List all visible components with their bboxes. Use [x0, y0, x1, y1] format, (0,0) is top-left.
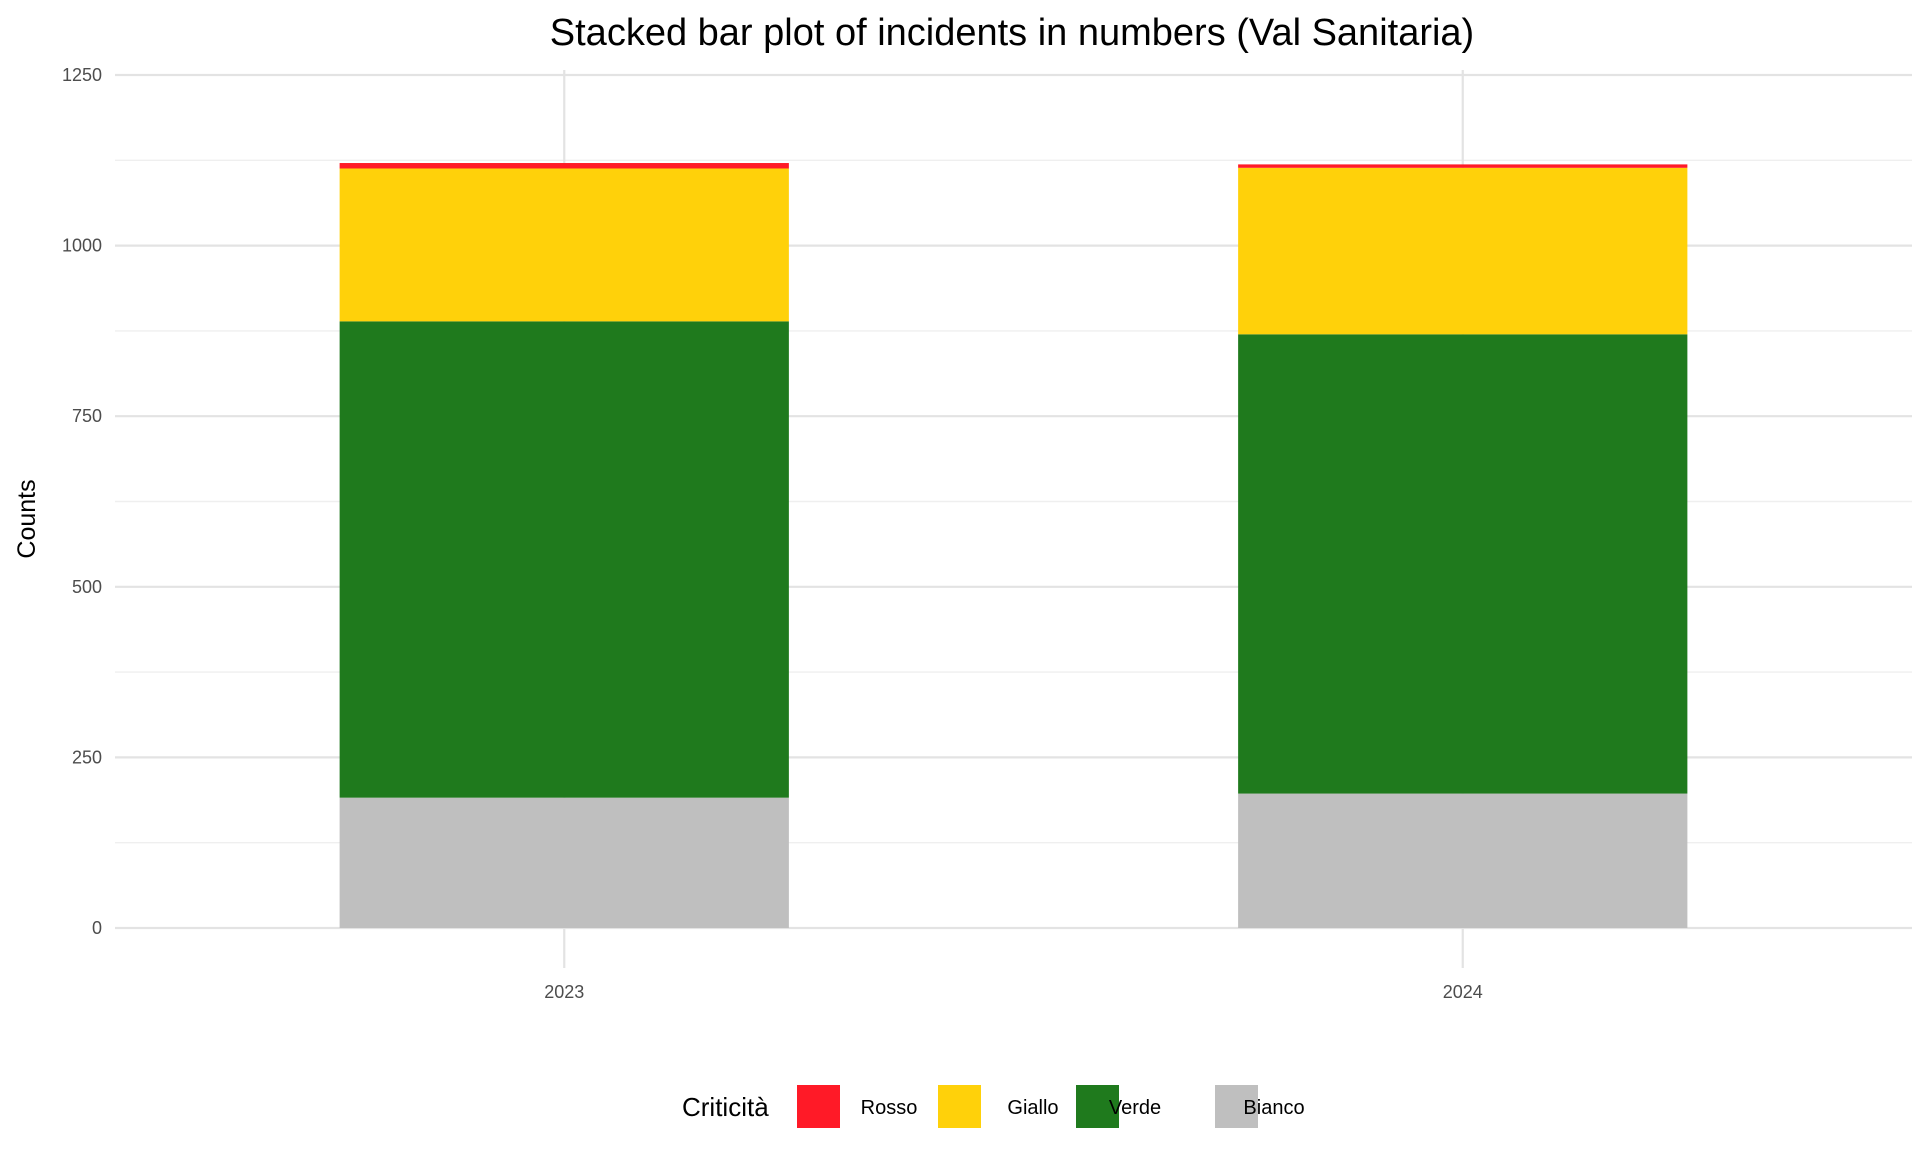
axis-layer: 0 250 500 750 1000 1250 2023 2024 — [62, 65, 1483, 1002]
y-axis-title: Counts — [13, 479, 41, 558]
bar-segment-giallo-2023 — [339, 168, 789, 322]
bar-segment-rosso-2023 — [339, 163, 789, 169]
bar-layer — [339, 163, 1688, 928]
legend-label-bianco: Bianco — [1243, 1097, 1304, 1119]
bar-segment-verde-2023 — [339, 321, 789, 798]
x-tick-label: 2023 — [544, 982, 584, 1002]
legend-key-verde — [1076, 1085, 1119, 1128]
y-tick-label: 750 — [72, 406, 102, 426]
x-tick-label: 2024 — [1443, 982, 1483, 1002]
bar-segment-bianco-2024 — [1238, 793, 1688, 928]
legend-label-giallo: Giallo — [1007, 1097, 1058, 1119]
legend-key-giallo — [938, 1085, 981, 1128]
y-tick-label: 500 — [72, 577, 102, 597]
bar-segment-giallo-2024 — [1238, 167, 1688, 335]
bar-segment-verde-2024 — [1238, 334, 1688, 794]
y-tick-label: 0 — [92, 918, 102, 938]
y-tick-label: 1250 — [62, 65, 102, 85]
chart-title: Stacked bar plot of incidents in numbers… — [550, 12, 1474, 54]
legend: Criticità Rosso Giallo Verde Bianco — [682, 1085, 1305, 1128]
legend-label-rosso: Rosso — [861, 1097, 918, 1119]
y-tick-label: 250 — [72, 747, 102, 767]
legend-key-bianco — [1215, 1085, 1258, 1128]
bar-segment-rosso-2024 — [1238, 164, 1688, 168]
legend-key-rosso — [797, 1085, 840, 1128]
legend-title: Criticità — [682, 1092, 769, 1122]
bar-segment-bianco-2023 — [339, 797, 789, 928]
y-tick-label: 1000 — [62, 236, 102, 256]
legend-label-verde: Verde — [1109, 1097, 1161, 1119]
